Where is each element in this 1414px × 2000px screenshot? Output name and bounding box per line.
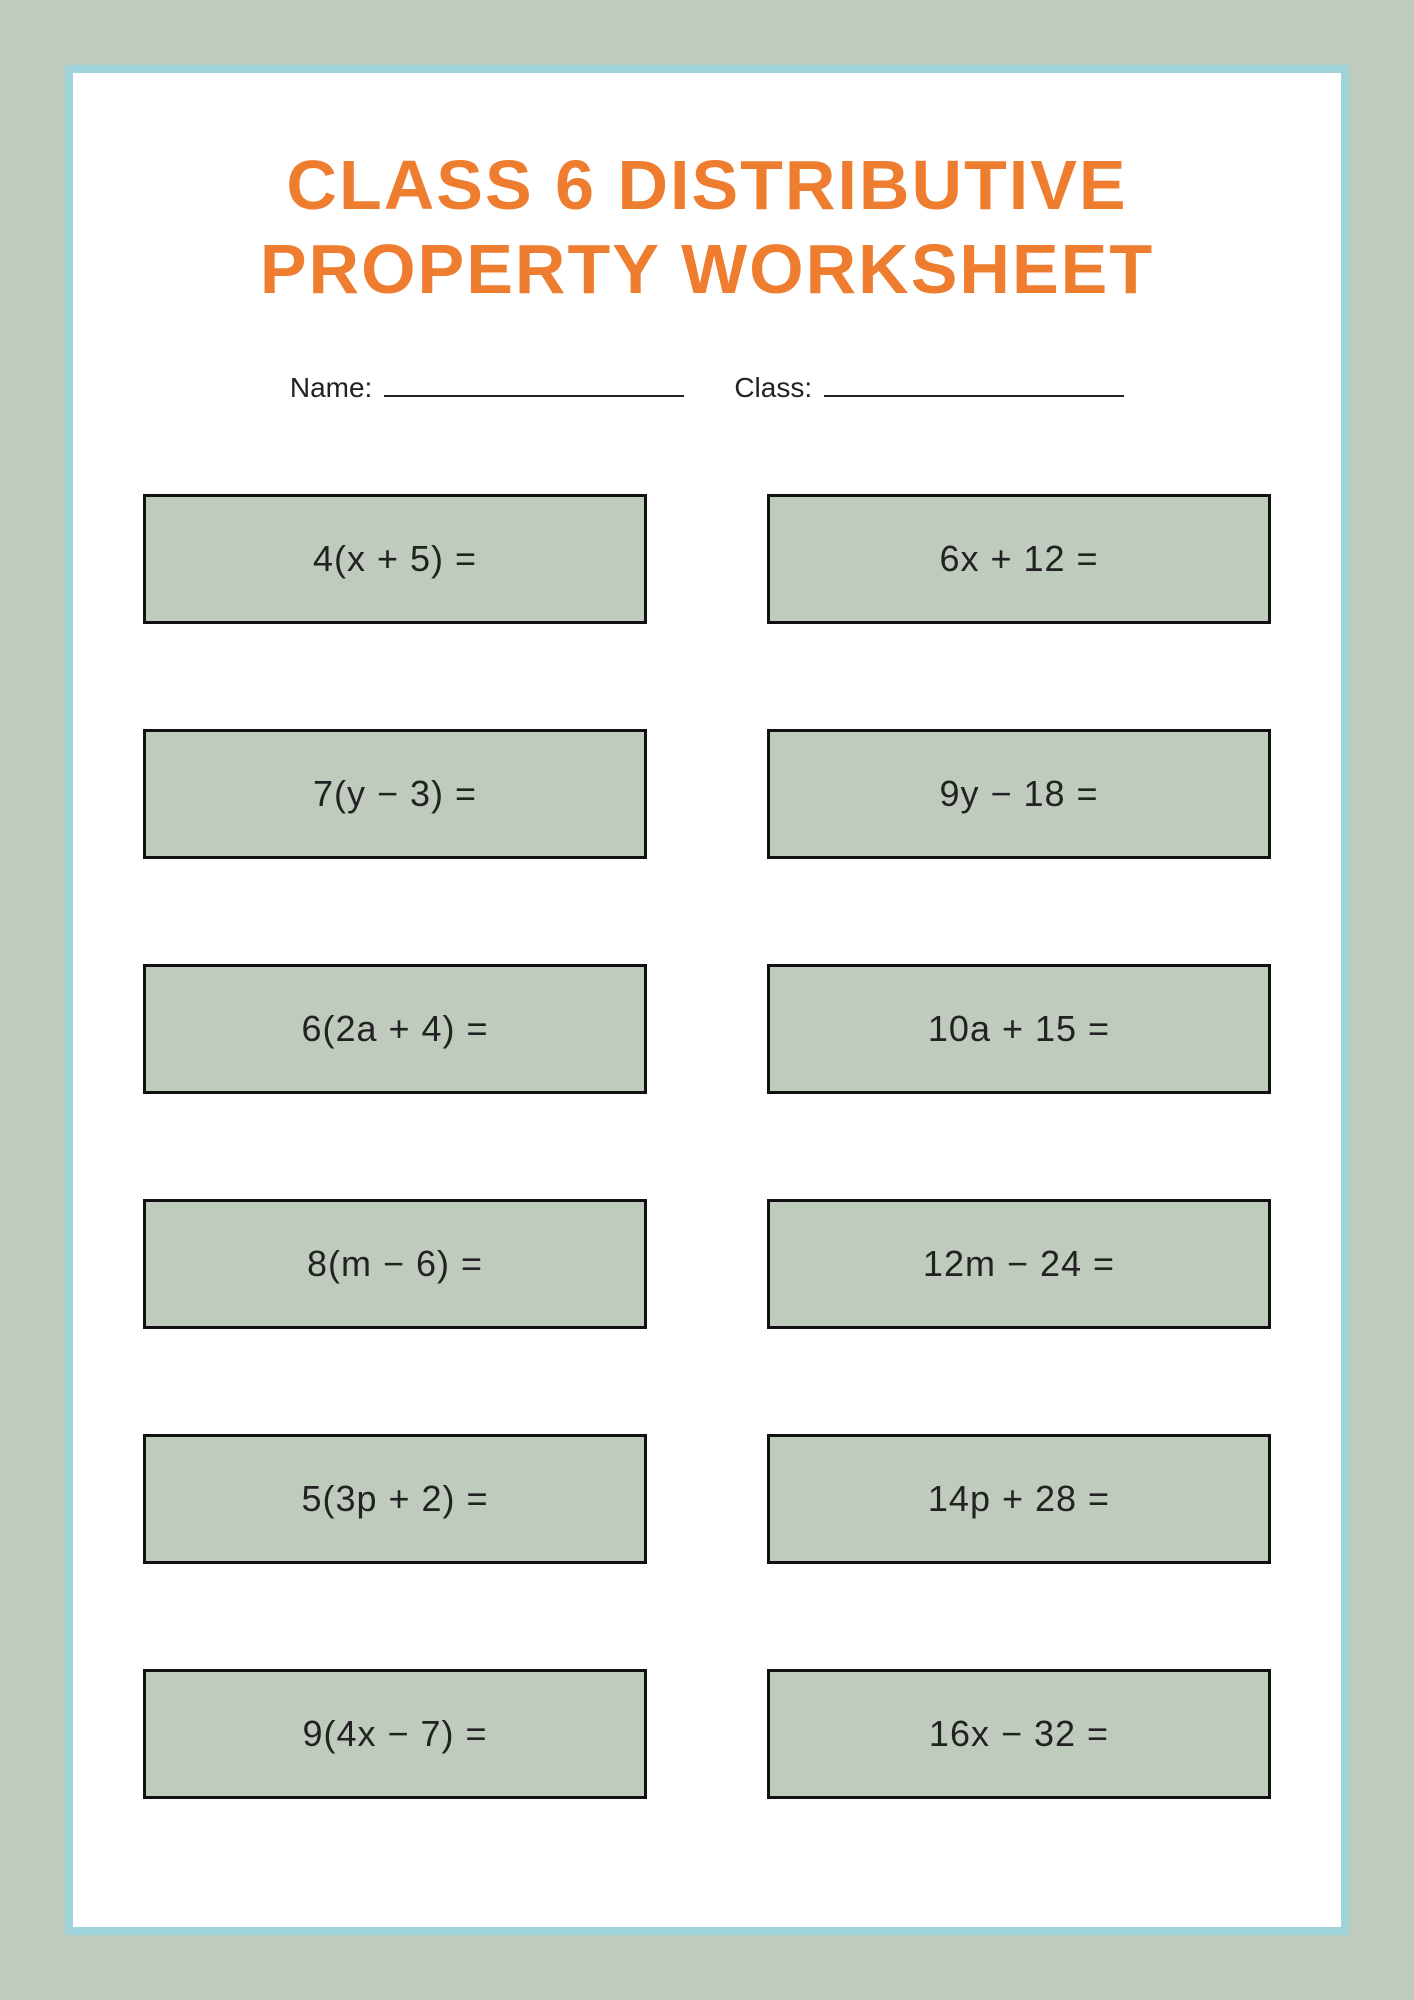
problem-box: 6x + 12 = xyxy=(767,494,1271,624)
problem-box: 5(3p + 2) = xyxy=(143,1434,647,1564)
problem-text: 5(3p + 2) = xyxy=(301,1478,488,1520)
problem-text: 7(y − 3) = xyxy=(313,773,477,815)
problem-box: 9(4x − 7) = xyxy=(143,1669,647,1799)
problem-text: 16x − 32 = xyxy=(929,1713,1109,1755)
problem-text: 12m − 24 = xyxy=(923,1243,1115,1285)
problem-text: 4(x + 5) = xyxy=(313,538,477,580)
problem-box: 7(y − 3) = xyxy=(143,729,647,859)
problem-box: 4(x + 5) = xyxy=(143,494,647,624)
problem-box: 10a + 15 = xyxy=(767,964,1271,1094)
student-fields: Name: Class: xyxy=(133,366,1281,404)
class-field: Class: xyxy=(734,366,1124,404)
worksheet-title: CLASS 6 DISTRIBUTIVE PROPERTY WORKSHEET xyxy=(133,143,1281,311)
problem-text: 9(4x − 7) = xyxy=(302,1713,487,1755)
problem-text: 6x + 12 = xyxy=(939,538,1098,580)
problem-text: 6(2a + 4) = xyxy=(301,1008,488,1050)
problem-text: 8(m − 6) = xyxy=(307,1243,483,1285)
problem-text: 10a + 15 = xyxy=(928,1008,1110,1050)
name-field: Name: xyxy=(290,366,684,404)
problem-text: 9y − 18 = xyxy=(939,773,1098,815)
problem-box: 6(2a + 4) = xyxy=(143,964,647,1094)
name-blank-line[interactable] xyxy=(384,366,684,397)
problem-box: 9y − 18 = xyxy=(767,729,1271,859)
problem-box: 12m − 24 = xyxy=(767,1199,1271,1329)
problems-grid: 4(x + 5) = 6x + 12 = 7(y − 3) = 9y − 18 … xyxy=(133,494,1281,1799)
class-label: Class: xyxy=(734,372,812,404)
problem-box: 14p + 28 = xyxy=(767,1434,1271,1564)
name-label: Name: xyxy=(290,372,372,404)
problem-box: 8(m − 6) = xyxy=(143,1199,647,1329)
problem-box: 16x − 32 = xyxy=(767,1669,1271,1799)
worksheet-frame: CLASS 6 DISTRIBUTIVE PROPERTY WORKSHEET … xyxy=(65,65,1349,1935)
class-blank-line[interactable] xyxy=(824,366,1124,397)
problem-text: 14p + 28 = xyxy=(928,1478,1110,1520)
